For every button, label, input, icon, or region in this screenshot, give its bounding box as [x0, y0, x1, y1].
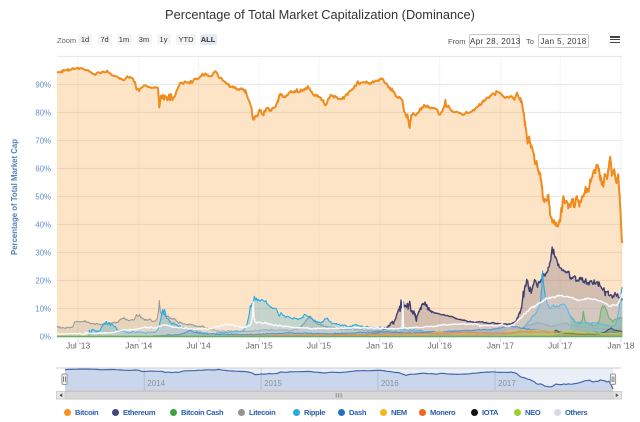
svg-text:Jan '14: Jan '14 — [125, 341, 152, 351]
svg-text:10%: 10% — [35, 304, 51, 313]
svg-text:Jul '16: Jul '16 — [428, 341, 453, 351]
svg-text:Jan '15: Jan '15 — [246, 341, 273, 351]
svg-text:Jan '18: Jan '18 — [607, 341, 634, 351]
svg-text:2017: 2017 — [498, 379, 516, 388]
svg-text:Jan '17: Jan '17 — [487, 341, 514, 351]
svg-text:90%: 90% — [35, 80, 51, 89]
svg-text:50%: 50% — [35, 192, 51, 201]
svg-text:Jul '15: Jul '15 — [307, 341, 332, 351]
svg-text:70%: 70% — [35, 136, 51, 145]
svg-text:Jul '17: Jul '17 — [548, 341, 573, 351]
svg-text:2016: 2016 — [381, 379, 399, 388]
svg-text:2014: 2014 — [147, 379, 165, 388]
svg-text:Jul '13: Jul '13 — [66, 341, 91, 351]
svg-text:20%: 20% — [35, 276, 51, 285]
svg-text:Percentage of Total Market Cap: Percentage of Total Market Cap — [10, 139, 19, 255]
svg-text:60%: 60% — [35, 164, 51, 173]
svg-text:Jan '16: Jan '16 — [366, 341, 393, 351]
svg-text:80%: 80% — [35, 108, 51, 117]
svg-text:0%: 0% — [40, 332, 51, 341]
svg-text:30%: 30% — [35, 248, 51, 257]
svg-text:40%: 40% — [35, 220, 51, 229]
svg-text:Jul '14: Jul '14 — [186, 341, 211, 351]
svg-text:2015: 2015 — [264, 379, 282, 388]
